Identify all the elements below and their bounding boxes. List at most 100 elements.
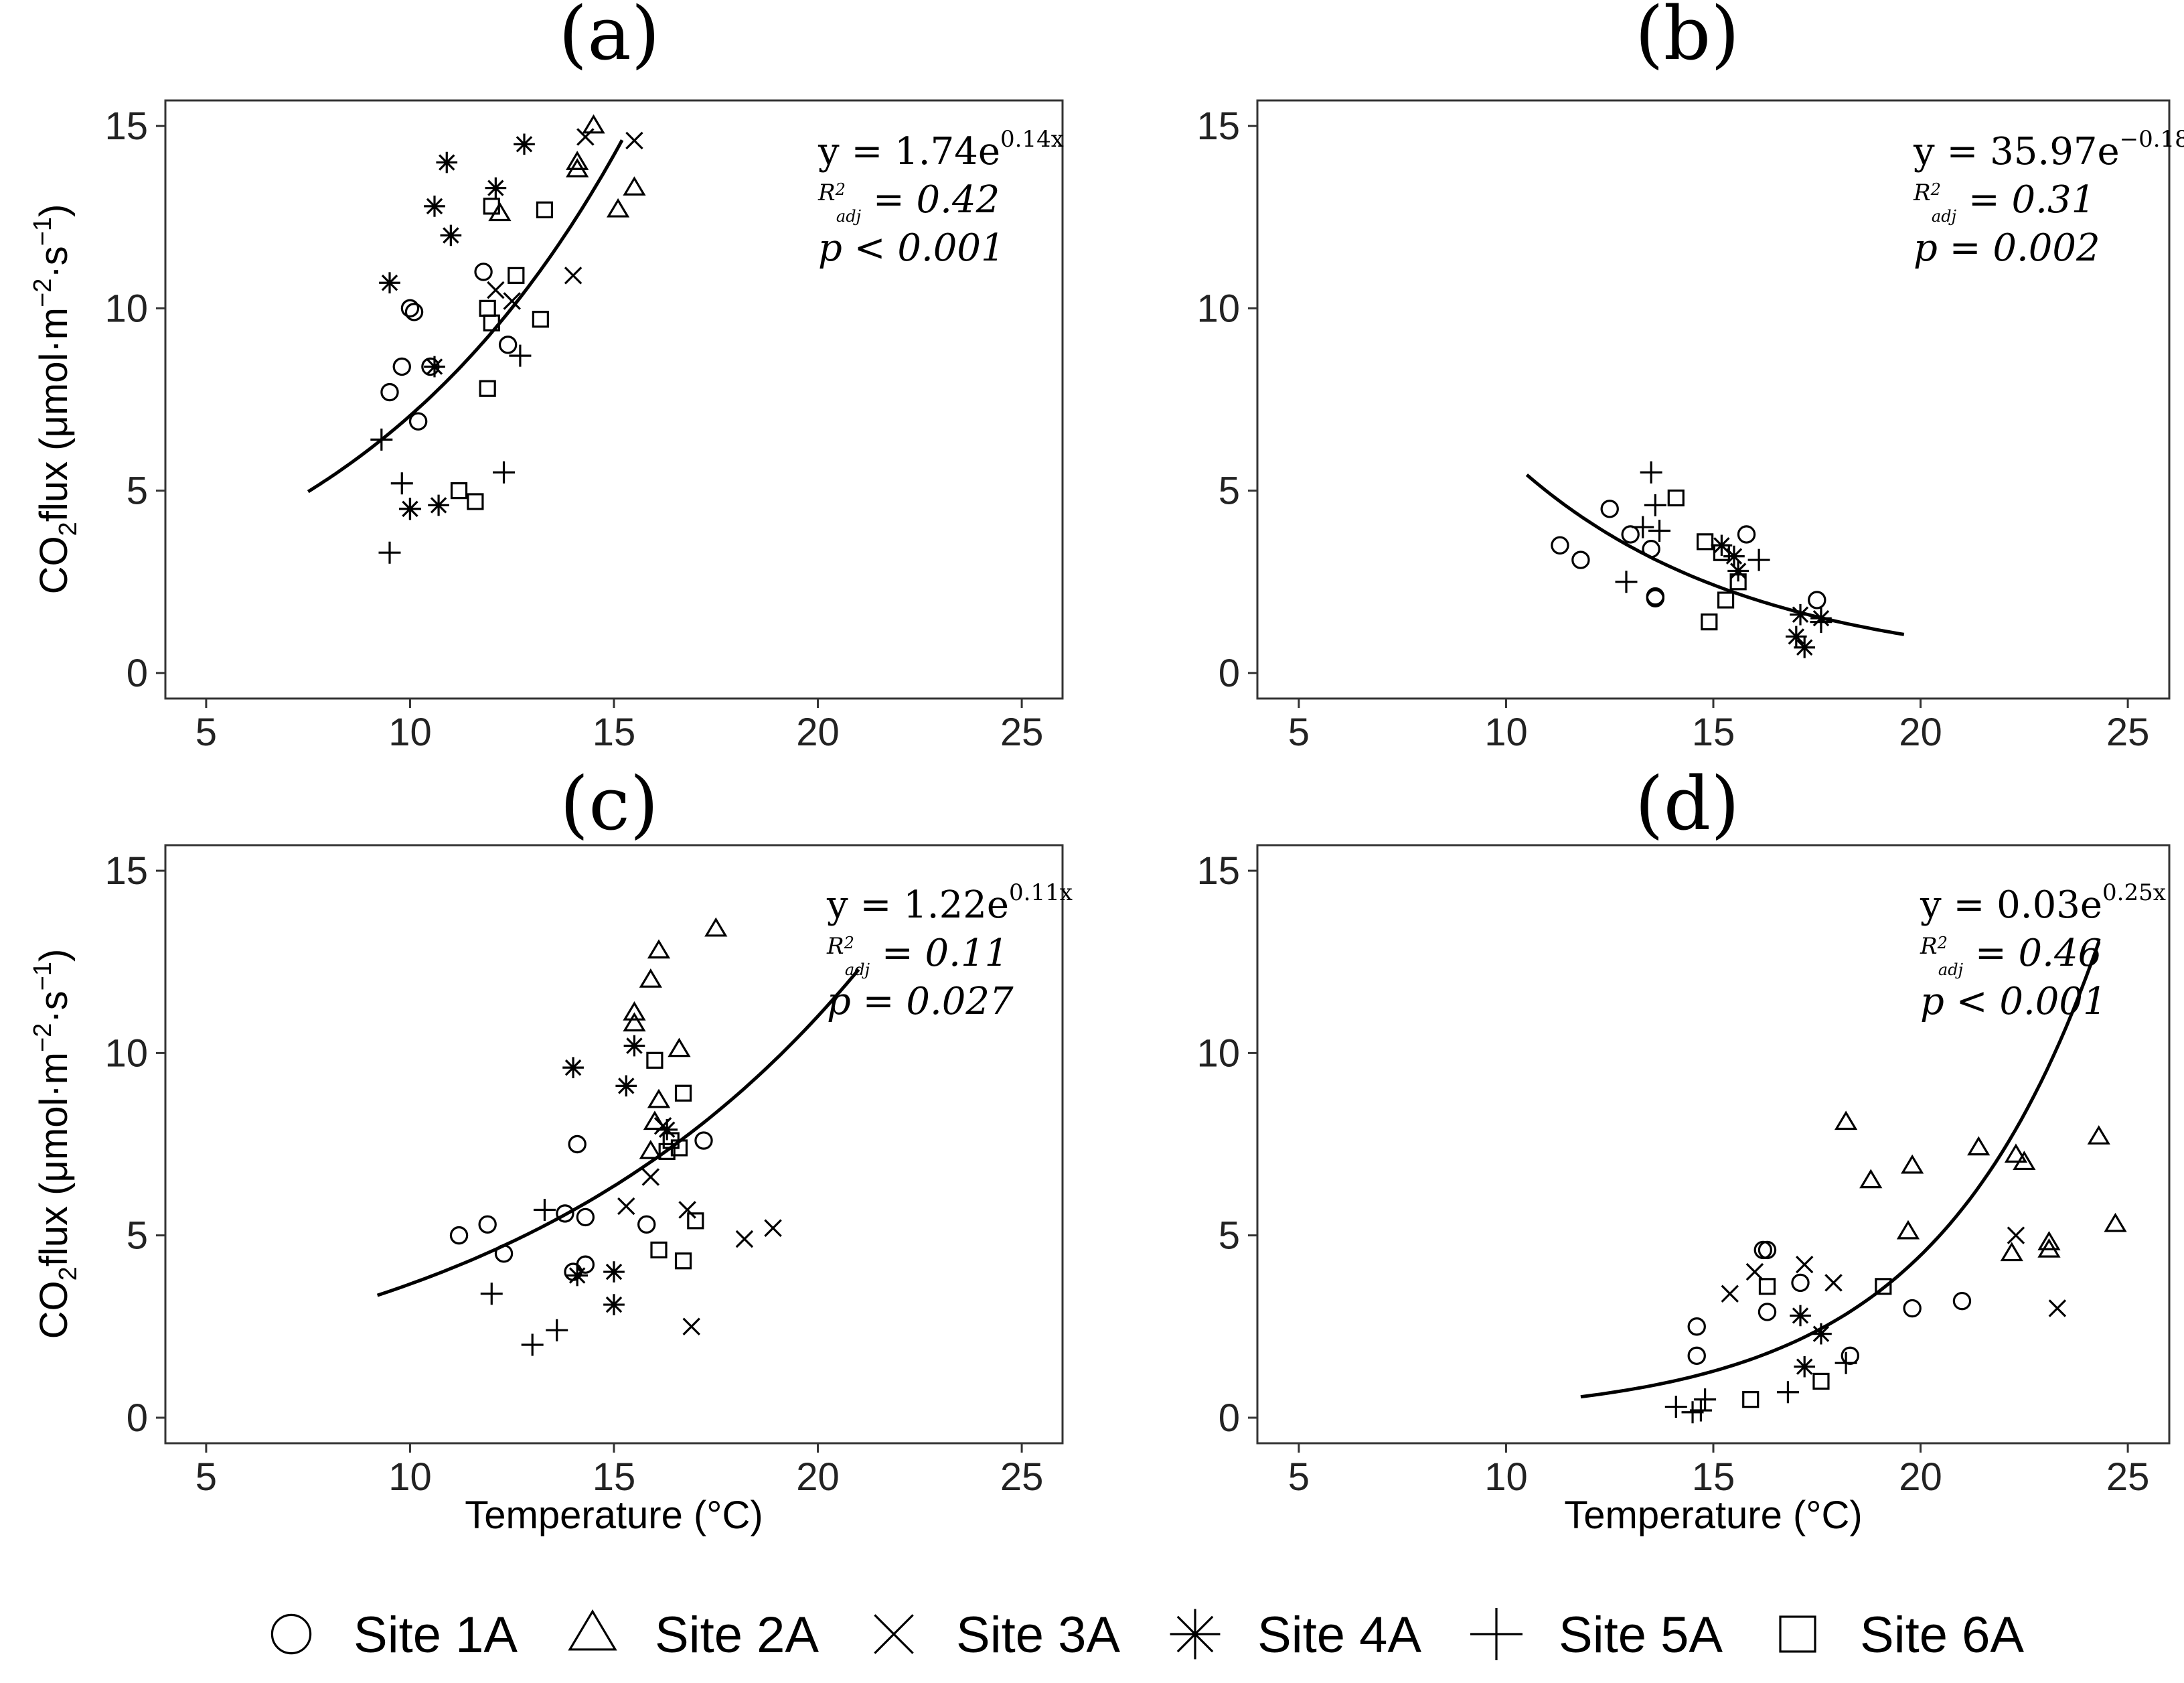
r2-adj: R2 adj = 0.46	[1920, 932, 2102, 979]
data-point	[1810, 1323, 1832, 1345]
ylabel-exp2: −1	[29, 962, 57, 991]
r2-superscript: 2	[1937, 934, 1948, 952]
data-point	[1615, 571, 1638, 593]
data-point	[1571, 551, 1590, 569]
data-point	[474, 263, 493, 281]
series-site-1a	[1687, 1240, 1972, 1366]
y-tick-label: 0	[127, 652, 148, 695]
legend-cross-icon	[874, 1614, 914, 1654]
data-point	[2000, 1242, 2023, 1262]
data-point	[532, 311, 549, 328]
legend: Site 1A Site 2A Site 3A Site 4A Site 5A Site …	[270, 1607, 2024, 1664]
data-point	[1812, 1372, 1830, 1390]
data-point	[576, 128, 595, 146]
series-site-2a	[488, 114, 646, 222]
x-axis-title: Temperature (°C)	[1564, 1493, 1862, 1537]
data-point	[623, 1001, 646, 1021]
legend-label: Site 5A	[1559, 1607, 1723, 1664]
panel-title: (b)	[1635, 0, 1739, 76]
r2-value: = 0.46	[1963, 932, 2102, 975]
data-point	[1742, 1391, 1760, 1408]
equation-exponent: −0.18x	[2120, 126, 2184, 153]
x-tick-label: 5	[1288, 1455, 1310, 1499]
data-point	[379, 272, 400, 294]
r2-symbol: R	[1913, 179, 1931, 206]
x-tick-label: 5	[1288, 711, 1310, 754]
data-point	[1758, 1278, 1776, 1295]
x-tick-label: 20	[796, 1455, 840, 1499]
r2-symbol: R	[817, 179, 836, 206]
equation-base: y = 35.97e	[1913, 130, 2120, 173]
fit-equation: y = 0.03e0.25x	[1920, 879, 2166, 927]
series-site-4a	[562, 1035, 678, 1315]
r2-adj: R2 adj = 0.31	[1913, 178, 2095, 226]
ylabel-exp1: −2	[29, 1023, 57, 1052]
y-tick-label: 10	[104, 1031, 148, 1075]
data-point	[450, 482, 468, 500]
y-tick-label: 15	[104, 104, 148, 148]
data-point	[1859, 1169, 1883, 1189]
data-point	[509, 344, 532, 367]
data-point	[483, 198, 500, 215]
x-tick-label: 25	[1000, 1455, 1044, 1499]
r2-superscript: 2	[1930, 180, 1941, 199]
y-tick-label: 10	[104, 287, 148, 330]
data-point	[562, 1057, 584, 1078]
y-tick-label: 0	[1219, 1396, 1240, 1440]
data-point	[1729, 573, 1747, 591]
data-point	[1701, 613, 1718, 631]
r2-adj: R2 adj = 0.42	[817, 178, 1000, 226]
data-point	[2037, 1231, 2061, 1250]
ylabel-rest: flux (μmol·m	[32, 307, 76, 522]
x-tick-label: 15	[1692, 1455, 1735, 1499]
data-point	[485, 177, 507, 199]
equation-base: y = 0.03e	[1920, 883, 2102, 927]
data-point	[623, 1012, 646, 1032]
data-point	[480, 1283, 503, 1305]
y-tick-label: 15	[1196, 849, 1240, 893]
data-point	[1717, 591, 1735, 609]
series-site-6a	[1667, 489, 1747, 631]
series-site-5a	[370, 344, 532, 564]
data-point	[639, 968, 662, 988]
ylabel-rest: flux (μmol·m	[32, 1052, 76, 1266]
data-point	[641, 1168, 660, 1186]
legend-circle-icon	[270, 1613, 312, 1655]
ylabel-exp2: −1	[29, 217, 57, 246]
data-point	[668, 1037, 691, 1057]
fit-curve	[307, 139, 624, 494]
data-point	[2007, 1226, 2025, 1244]
fit-curve	[376, 968, 860, 1297]
data-point	[390, 472, 413, 495]
x-tick-label: 20	[1899, 711, 1942, 754]
legend-label: Site 2A	[655, 1607, 819, 1664]
data-point	[1901, 1154, 1924, 1174]
data-point	[488, 202, 512, 222]
data-point	[566, 1264, 589, 1287]
series-site-3a	[487, 128, 643, 310]
data-point	[536, 201, 554, 218]
x-tick-label: 20	[796, 711, 840, 754]
data-point	[428, 494, 449, 516]
data-point	[637, 1215, 656, 1234]
data-point	[1551, 536, 1569, 555]
ylabel-mid: ·s	[32, 246, 76, 278]
data-point	[1687, 1317, 1706, 1336]
legend-label: Site 6A	[1860, 1607, 2024, 1664]
data-point	[1952, 1291, 1972, 1311]
data-point	[1600, 500, 1619, 518]
data-point	[1795, 1255, 1814, 1274]
series-site-6a	[646, 1051, 704, 1270]
data-point	[1758, 1303, 1777, 1321]
data-point	[498, 336, 518, 354]
data-point	[436, 151, 458, 173]
data-point	[483, 314, 500, 332]
ylabel-end: )	[32, 204, 76, 217]
data-point	[1785, 626, 1807, 648]
data-point	[606, 198, 630, 218]
y-tick-label: 5	[127, 469, 148, 513]
series-site-4a	[1790, 1305, 1832, 1378]
data-point	[478, 1215, 497, 1234]
data-point	[440, 224, 462, 246]
data-point	[493, 461, 516, 484]
